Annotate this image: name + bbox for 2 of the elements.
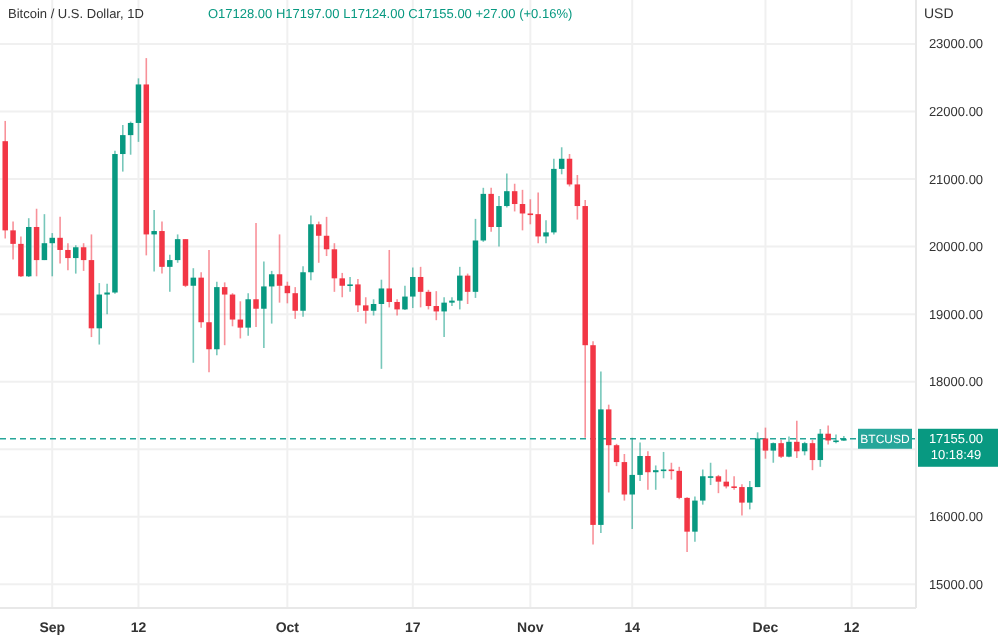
- candlestick: [347, 276, 353, 293]
- candlestick: [182, 238, 189, 288]
